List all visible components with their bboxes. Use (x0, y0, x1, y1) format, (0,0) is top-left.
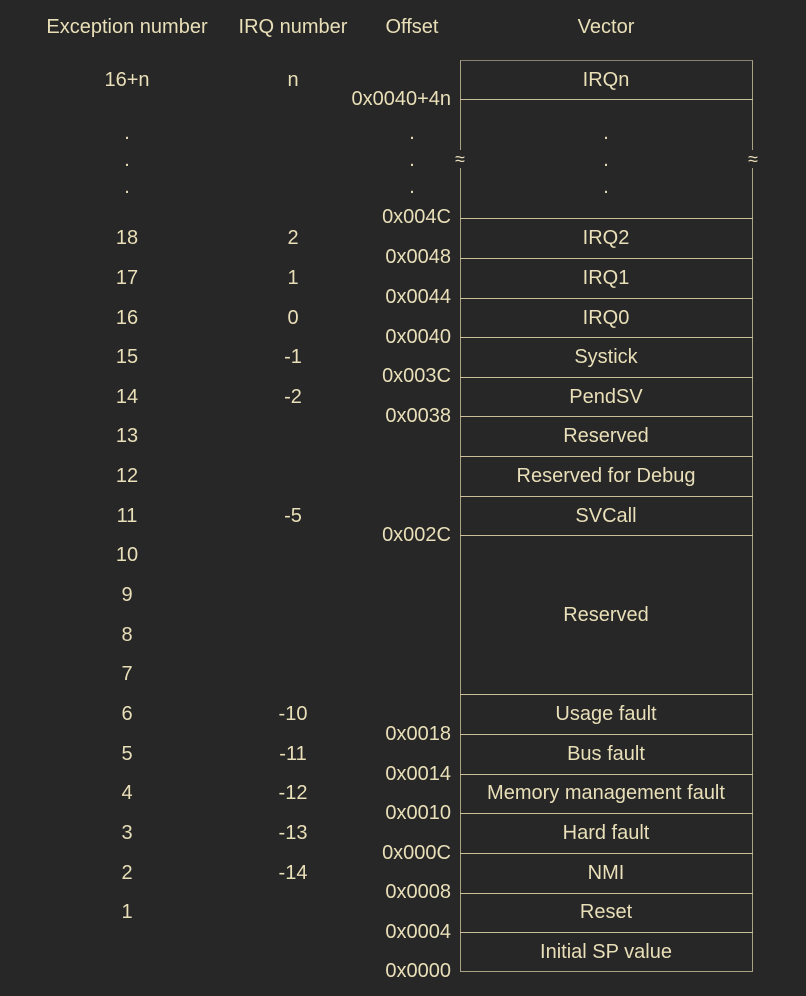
row-divider (460, 456, 753, 457)
header-offset: Offset (385, 16, 439, 38)
header-exception-number: Exception number (46, 16, 208, 38)
vector-entry: Initial SP value (540, 941, 672, 963)
irq-number: 1 (287, 267, 299, 289)
offset-label: 0x0000 (385, 960, 451, 982)
row-divider (460, 298, 753, 299)
break-mark-left: ≈ (455, 149, 465, 169)
exception-number: 8 (121, 624, 133, 646)
exception-number: 1 (121, 901, 133, 923)
exception-number: 3 (121, 822, 133, 844)
offset-label: 0x0008 (385, 881, 451, 903)
vector-table-box (460, 60, 753, 972)
vector-entry: Reserved (563, 604, 649, 626)
offset-label: . (409, 122, 415, 144)
irq-number: -5 (284, 505, 302, 527)
irq-number: -11 (279, 743, 307, 765)
irq-number: -12 (278, 782, 308, 804)
offset-label: . (409, 176, 415, 198)
exception-number: . (124, 176, 130, 198)
exception-number: . (124, 122, 130, 144)
exception-number: 5 (121, 743, 133, 765)
row-divider (460, 853, 753, 854)
row-divider (460, 377, 753, 378)
row-divider (460, 535, 753, 536)
vector-entry: Usage fault (555, 703, 657, 725)
row-divider (460, 813, 753, 814)
irq-number: -10 (278, 703, 308, 725)
vector-entry: Bus fault (567, 743, 645, 765)
row-divider (460, 218, 753, 219)
break-mark-right: ≈ (748, 149, 758, 169)
exception-number: 4 (121, 782, 133, 804)
offset-label: 0x003C (382, 365, 451, 387)
exception-number: 15 (115, 346, 139, 368)
exception-number: 11 (116, 505, 138, 527)
offset-label: 0x0040+4n (351, 88, 451, 110)
exception-number: . (124, 149, 130, 171)
vector-entry: Systick (574, 346, 638, 368)
row-divider (460, 734, 753, 735)
header-irq-number: IRQ number (238, 16, 348, 38)
offset-label: . (409, 149, 415, 171)
row-divider (460, 893, 753, 894)
vector-entry: Memory management fault (487, 782, 725, 804)
exception-number: 18 (115, 227, 139, 249)
exception-number: 16 (115, 307, 139, 329)
vector-entry: IRQ1 (582, 267, 630, 289)
row-divider (460, 99, 753, 100)
exception-number: 13 (115, 425, 139, 447)
irq-number: -14 (278, 862, 308, 884)
exception-number: 12 (115, 465, 139, 487)
vector-entry: . (603, 122, 609, 144)
offset-label: 0x0014 (385, 763, 451, 785)
vector-entry: IRQ2 (582, 227, 630, 249)
row-divider (460, 774, 753, 775)
exception-number: 16+n (104, 69, 150, 91)
vector-entry: Hard fault (562, 822, 650, 844)
vector-entry: SVCall (575, 505, 637, 527)
irq-number: 2 (287, 227, 299, 249)
vector-entry: PendSV (569, 386, 643, 408)
irq-number: n (287, 69, 299, 91)
row-divider (460, 496, 753, 497)
exception-number: 17 (115, 267, 139, 289)
vector-entry: . (603, 149, 609, 171)
offset-label: 0x0040 (385, 326, 451, 348)
offset-label: 0x000C (382, 842, 451, 864)
exception-number: 7 (121, 663, 133, 685)
vector-entry: Reset (579, 901, 633, 923)
row-divider (460, 337, 753, 338)
offset-label: 0x0038 (385, 405, 451, 427)
exception-number: 2 (121, 862, 133, 884)
irq-number: -2 (284, 386, 302, 408)
row-divider (460, 416, 753, 417)
offset-label: 0x0018 (385, 723, 451, 745)
exception-number: 10 (115, 544, 139, 566)
offset-label: 0x0044 (385, 286, 451, 308)
header-vector: Vector (577, 16, 635, 38)
vector-entry: IRQ0 (582, 307, 630, 329)
offset-label: 0x004C (382, 206, 451, 228)
irq-number: 0 (287, 307, 299, 329)
offset-label: 0x0010 (385, 802, 451, 824)
vector-entry: NMI (587, 862, 625, 884)
row-divider (460, 694, 753, 695)
vector-entry: IRQn (582, 69, 630, 91)
irq-number: -1 (284, 346, 302, 368)
vector-entry: Reserved for Debug (516, 465, 696, 487)
row-divider (460, 258, 753, 259)
irq-number: -13 (278, 822, 308, 844)
row-divider (460, 932, 753, 933)
exception-number: 6 (121, 703, 133, 725)
exception-number: 9 (121, 584, 133, 606)
offset-label: 0x0048 (385, 246, 451, 268)
offset-label: 0x0004 (385, 921, 451, 943)
vector-entry: Reserved (563, 425, 649, 447)
exception-number: 14 (115, 386, 139, 408)
vector-entry: . (603, 176, 609, 198)
offset-label: 0x002C (382, 524, 451, 546)
